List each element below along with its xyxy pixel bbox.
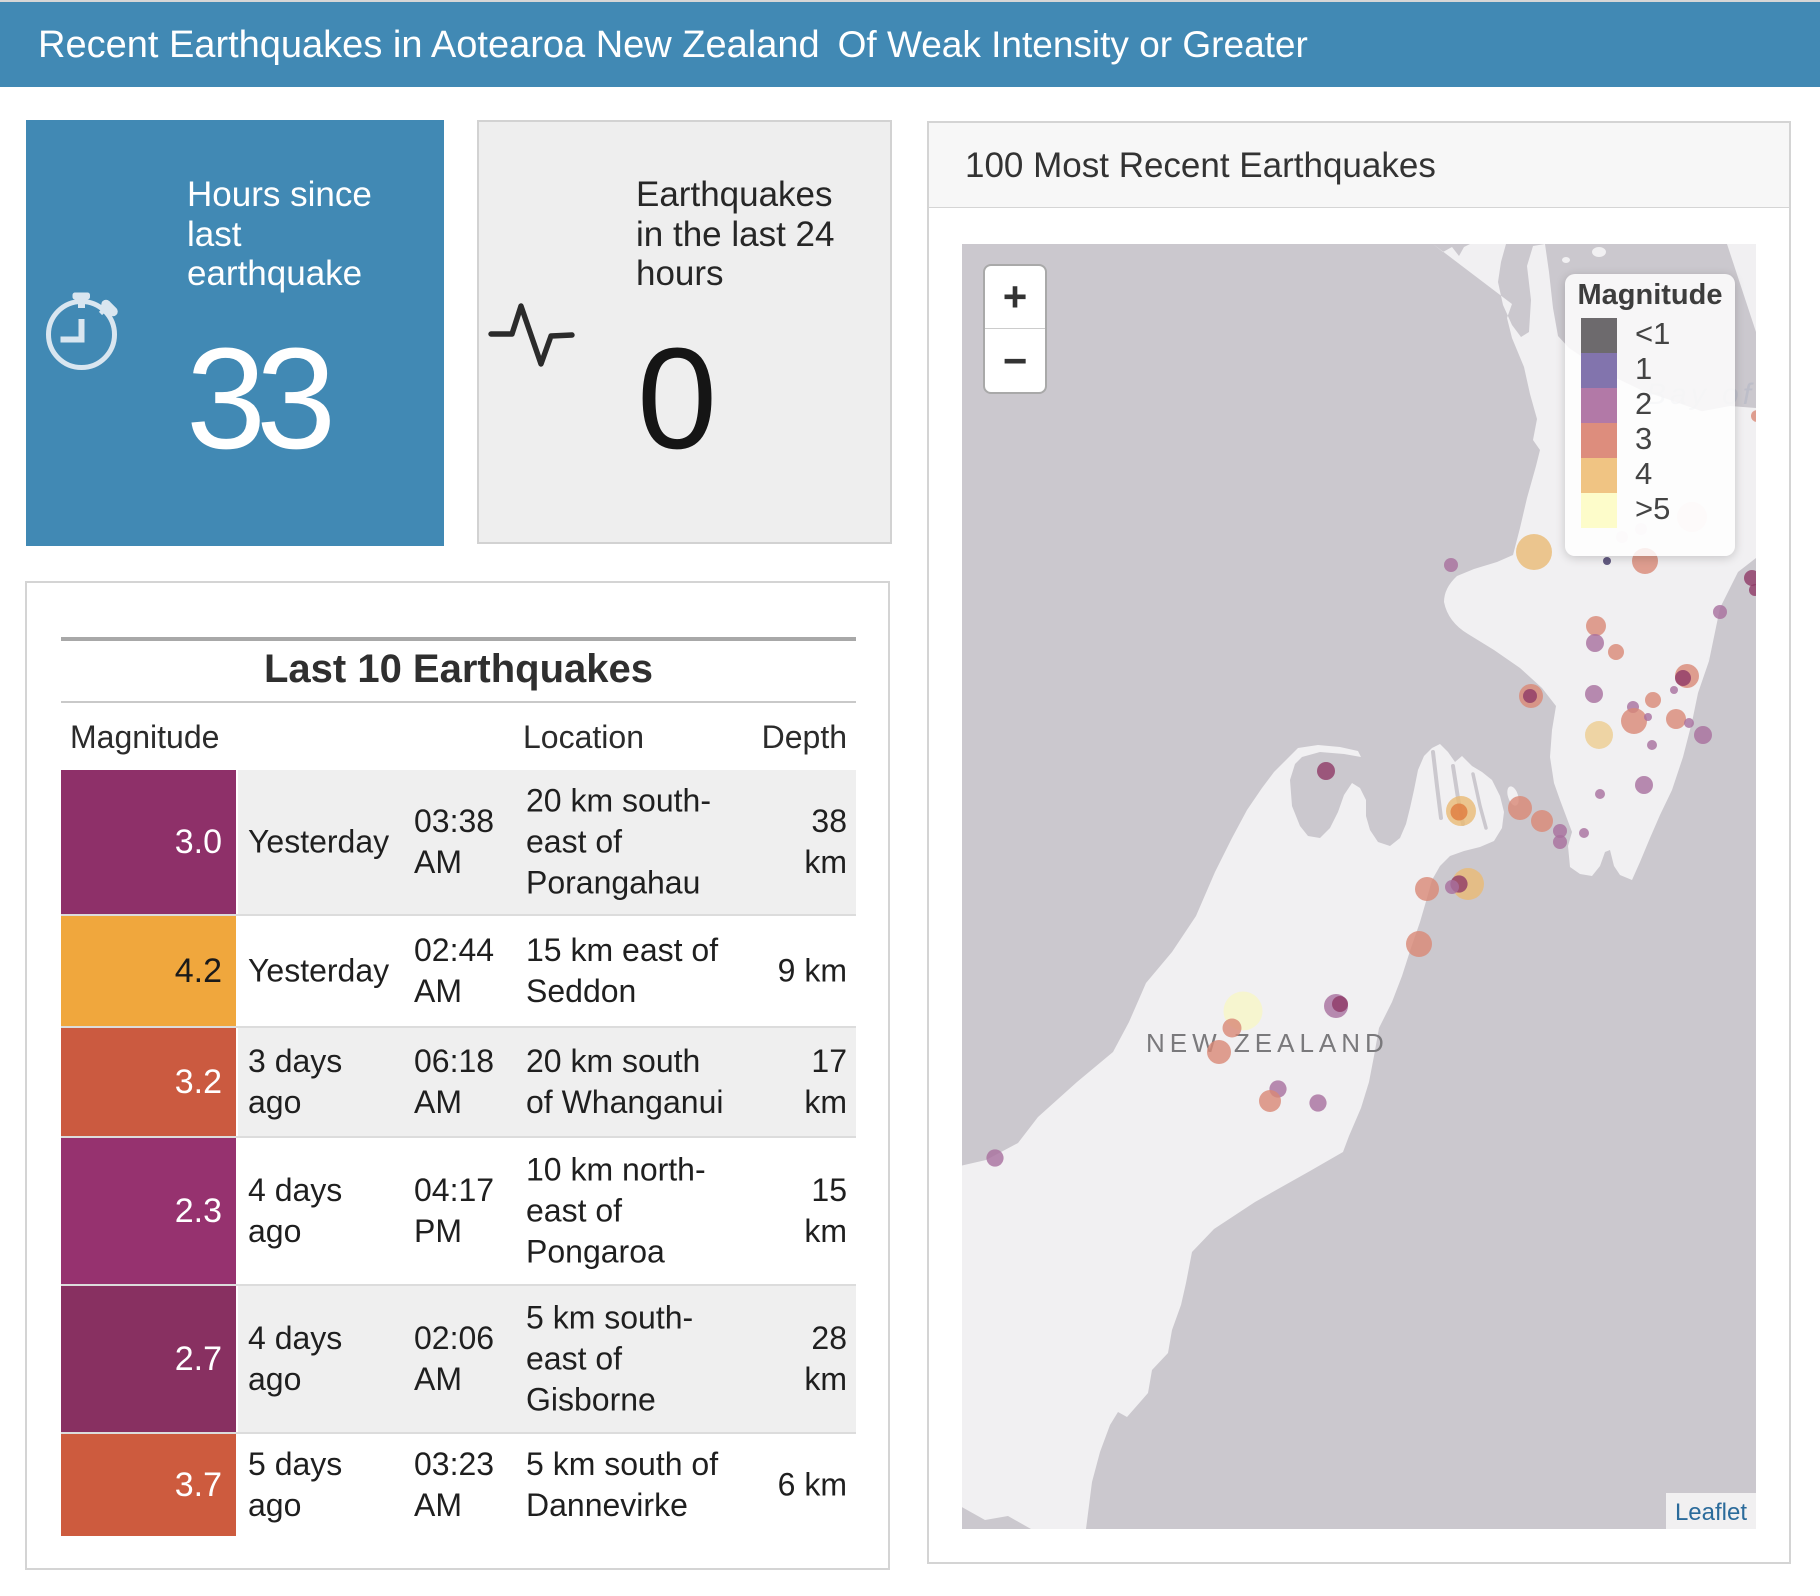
svg-text:NEW ZEALAND: NEW ZEALAND xyxy=(1146,1028,1389,1058)
